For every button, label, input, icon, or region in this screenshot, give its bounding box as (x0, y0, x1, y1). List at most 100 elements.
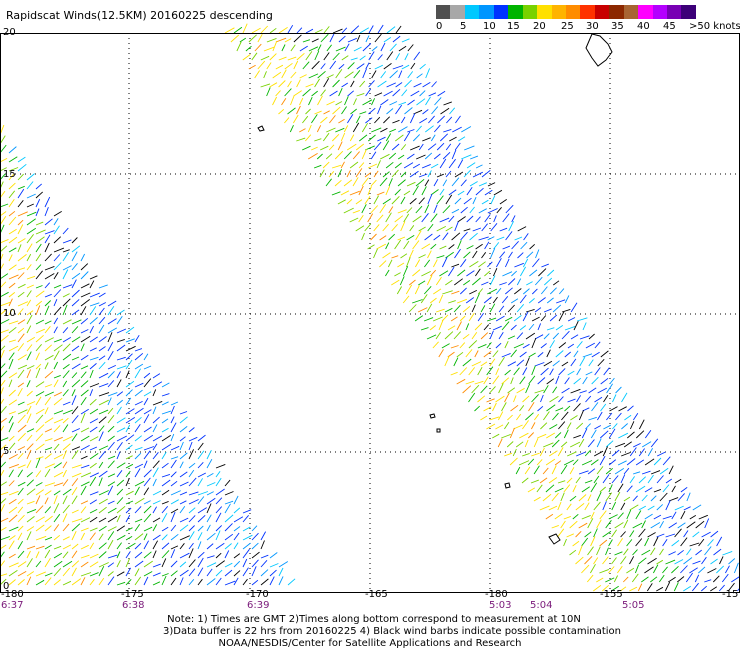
wind-barb (331, 191, 341, 196)
wind-barb (683, 506, 691, 511)
wind-barb (89, 527, 98, 532)
wind-barb (8, 292, 16, 298)
wind-barb (428, 92, 437, 97)
wind-barb (436, 195, 444, 205)
wind-barb (44, 196, 51, 208)
wind-barb (179, 471, 188, 478)
wind-barb (17, 414, 26, 424)
wind-barb (638, 557, 647, 565)
wind-barb (650, 470, 661, 475)
wind-barb (409, 225, 415, 232)
wind-barb (98, 506, 107, 514)
wind-barb (371, 70, 377, 79)
wind-barb (89, 499, 98, 505)
wind-barb (89, 336, 98, 343)
wind-barb (602, 530, 612, 538)
wind-barb (197, 578, 203, 586)
wind-barb (71, 433, 78, 442)
wind-barb (26, 314, 33, 325)
wind-barb (373, 248, 378, 259)
wind-barb (394, 162, 402, 169)
wind-barb (483, 406, 492, 412)
wind-barb (664, 581, 671, 592)
wind-barb (89, 302, 100, 307)
wind-barb (510, 324, 517, 331)
wind-barb (17, 540, 23, 550)
wind-barb (600, 403, 607, 412)
wind-barb (668, 465, 674, 475)
wind-barb (170, 577, 177, 586)
wind-barb (116, 391, 124, 397)
wind-barb (510, 404, 519, 412)
wind-barb (206, 568, 213, 577)
wind-barb (629, 504, 639, 511)
wind-barb (44, 282, 51, 289)
wind-barb (510, 377, 514, 385)
wind-barb (188, 462, 196, 469)
wind-barb (534, 334, 544, 340)
wind-barb (465, 323, 470, 331)
lon-label: -155 (600, 589, 623, 600)
wind-barb (430, 213, 438, 223)
wind-barb (436, 255, 445, 259)
wind-barb (659, 548, 664, 556)
wind-barb (593, 557, 599, 565)
wind-barb (600, 350, 609, 358)
time-label: 6:38 (122, 600, 145, 611)
wind-barb (581, 514, 591, 520)
wind-barb (489, 275, 496, 286)
wind-barb (563, 484, 571, 493)
lon-label: -165 (365, 589, 388, 600)
wind-barb (161, 479, 171, 487)
wind-barb (427, 143, 437, 151)
wind-barb (474, 350, 479, 358)
wind-barb (531, 337, 537, 349)
wind-barb (278, 27, 288, 34)
wind-barb (35, 319, 45, 325)
wind-barb (107, 435, 115, 442)
wind-barb (552, 386, 558, 394)
wind-barb (98, 477, 103, 487)
wind-barb (197, 496, 205, 505)
wind-barb (53, 236, 62, 244)
wind-barb (26, 369, 32, 379)
wind-barb (134, 468, 141, 478)
wind-barb (71, 319, 82, 325)
wind-barb (466, 270, 475, 277)
wind-barb (563, 429, 569, 439)
wind-barb (585, 395, 592, 403)
wind-barb (578, 494, 587, 502)
wind-barb (35, 221, 44, 226)
wind-barb (293, 34, 302, 43)
wind-barb (188, 427, 195, 433)
wind-barb (683, 585, 692, 592)
wind-barb (317, 44, 322, 52)
wind-barb (179, 535, 190, 541)
wind-barb (504, 452, 513, 457)
wind-barb (713, 548, 722, 556)
wind-barb (143, 513, 152, 523)
wind-barb (293, 60, 299, 70)
wind-barb (107, 481, 116, 487)
wind-barb (454, 197, 462, 205)
wind-barb (251, 579, 259, 586)
wind-barb (587, 546, 594, 556)
wind-barb (125, 434, 135, 442)
wind-barb (98, 307, 105, 316)
wind-barb (555, 407, 564, 412)
wind-barb (293, 114, 299, 124)
wind-barb (125, 542, 136, 550)
wind-barb (296, 79, 301, 88)
wind-barb (80, 292, 91, 298)
wind-barb (134, 551, 143, 559)
wind-barb (296, 137, 306, 142)
wind-barb (134, 334, 140, 343)
wind-barb (8, 146, 17, 154)
wind-barb (62, 479, 69, 487)
wind-barb (107, 576, 115, 586)
wind-barb (179, 569, 189, 577)
wind-barb (650, 522, 661, 529)
wind-barb (531, 422, 536, 430)
wind-barb (487, 182, 496, 187)
wind-barb (387, 259, 393, 268)
